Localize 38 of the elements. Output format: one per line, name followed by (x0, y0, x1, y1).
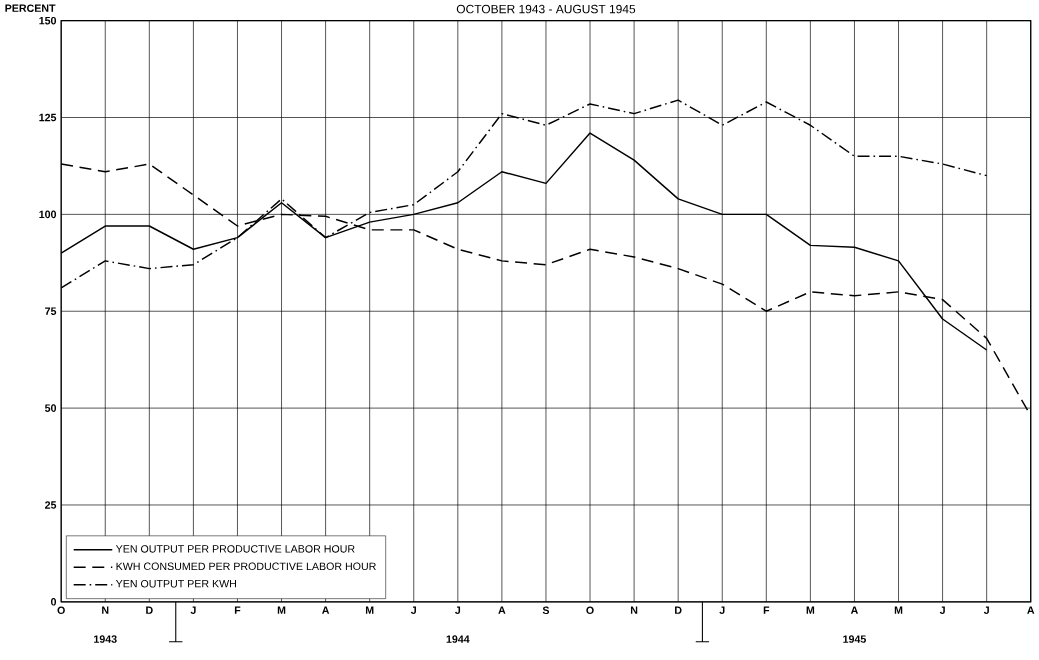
x-tick-label: M (365, 606, 374, 614)
x-tick-label: J (719, 606, 725, 614)
y-tick-label: 50 (44, 404, 57, 412)
y-tick-label: 150 (39, 16, 57, 25)
x-tick-label: M (806, 606, 815, 614)
x-tick-label: M (277, 606, 286, 614)
x-tick-label: J (983, 606, 989, 614)
legend-label: KWH CONSUMED PER PRODUCTIVE LABOR HOUR (116, 562, 376, 570)
y-tick-label: 100 (39, 210, 57, 218)
x-tick-label: O (57, 606, 65, 614)
text: 1943 (94, 635, 117, 643)
x-tick-label: A (850, 606, 859, 614)
x-tick-label: A (498, 606, 506, 614)
x-tick-label: N (102, 606, 109, 614)
y-tick-label: 25 (45, 501, 57, 509)
x-tick-label: S (542, 606, 550, 614)
x-tick-label: F (234, 606, 241, 614)
legend-label: YEN OUTPUT PER PRODUCTIVE LABOR HOUR (115, 544, 355, 553)
x-tick-label: A (1027, 606, 1035, 614)
chart-title: OCTOBER 1943 - AUGUST 1945 (456, 4, 636, 14)
x-tick-label: D (675, 606, 682, 614)
x-tick-label: N (630, 606, 638, 614)
legend-label: YEN OUTPUT PER KWH (115, 579, 236, 588)
x-tick-label: M (894, 606, 903, 614)
x-tick-label: D (146, 606, 153, 614)
x-tick-label: J (455, 606, 461, 614)
y-tick-label: 75 (45, 307, 57, 315)
y-axis-title: PERCENT (5, 4, 56, 12)
x-tick-label: A (322, 606, 330, 614)
x-tick-label: F (763, 606, 770, 614)
text: 1944 (446, 635, 470, 643)
x-tick-label: O (586, 606, 594, 614)
y-tick-label: 0 (50, 597, 57, 606)
x-tick-label: J (190, 606, 196, 614)
y-tick-label: 125 (39, 113, 57, 122)
x-tick-label: J (939, 606, 945, 614)
x-tick-label: J (410, 606, 416, 614)
text: 1945 (843, 635, 866, 643)
